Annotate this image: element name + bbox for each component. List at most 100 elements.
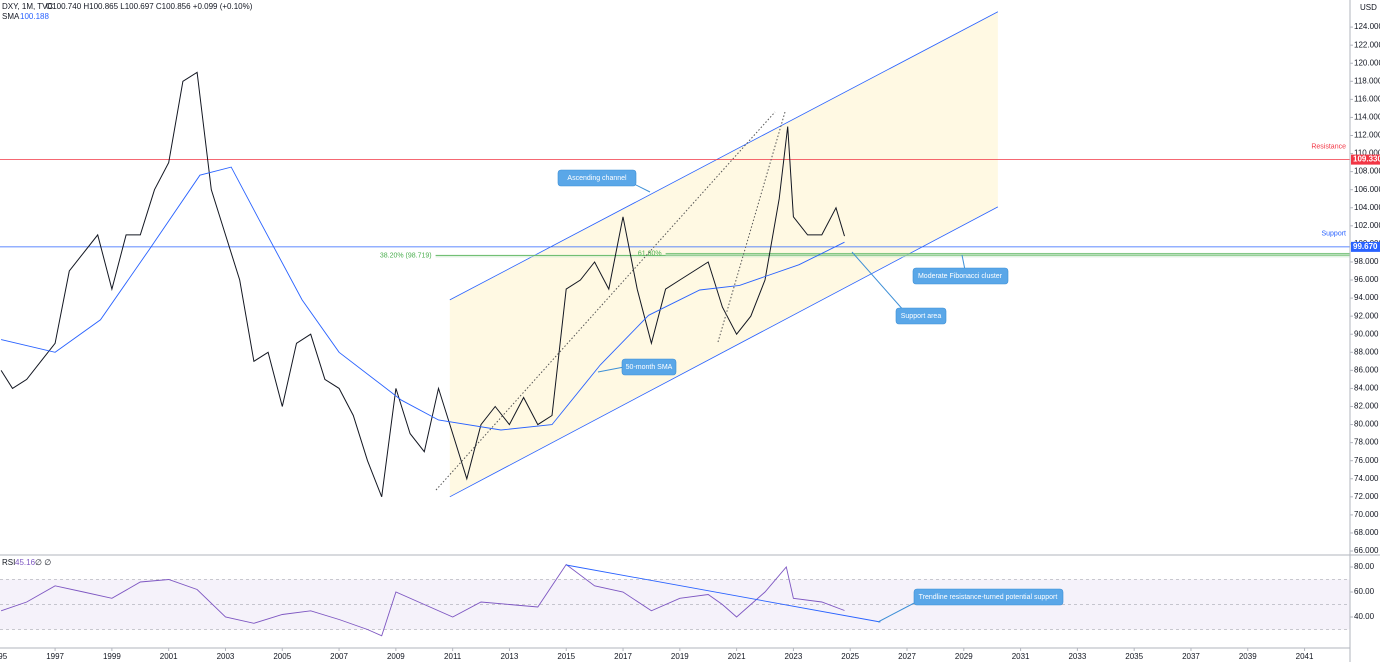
y-tick-label: 118.000 [1354, 76, 1380, 85]
x-tick-label: 2041 [1296, 652, 1314, 661]
y-tick-label: 40.00 [1354, 612, 1375, 621]
x-tick-label: 2029 [955, 652, 973, 661]
y-tick-label: 108.000 [1354, 167, 1380, 176]
callout-box [621, 358, 677, 376]
y-tick-label: 70.000 [1354, 510, 1379, 519]
series-line [0, 71, 845, 497]
x-tick-label: 2021 [728, 652, 746, 661]
fib-label: 38.20% (98.719) [380, 252, 432, 259]
y-tick-label: 92.000 [1354, 311, 1379, 320]
callout-pointer [851, 251, 906, 313]
plot-layer: 38.20% (98.719) 61.80% Resistance Support [0, 11, 1350, 637]
fib-zone [665, 252, 1350, 256]
callout-box [913, 588, 1064, 606]
callout-text: Support area [901, 313, 942, 320]
callout: Support area [851, 251, 947, 325]
x-tick-label: 2025 [841, 652, 859, 661]
x-tick-label: 2009 [387, 652, 405, 661]
y-tick-label: 124.000 [1354, 22, 1380, 31]
y-tick-label: 96.000 [1354, 275, 1379, 284]
x-tick-label: 2023 [785, 652, 803, 661]
y-tick-label: 112.000 [1354, 131, 1380, 140]
x-tick-label: 2005 [273, 652, 291, 661]
callout: Ascending channel [557, 169, 651, 193]
y-tick-label: 76.000 [1354, 456, 1379, 465]
trendline [566, 564, 881, 623]
y-tick-label: 68.000 [1354, 528, 1379, 537]
symbol: DXY, 1M, TVC [2, 2, 54, 11]
y-tick-label: 114.000 [1354, 113, 1380, 122]
callout-box [895, 307, 947, 325]
y-tick-label: 74.000 [1354, 474, 1379, 483]
y-tick-label: 98.000 [1354, 257, 1379, 266]
sma-value: 100.188 [20, 12, 49, 21]
x-tick-label: 2017 [614, 652, 632, 661]
x-tick-label: 2003 [217, 652, 235, 661]
y-tick-label: 78.000 [1354, 438, 1379, 447]
callout-text: 50-month SMA [626, 364, 673, 371]
price-label-box [1351, 241, 1380, 252]
y-tick-label: 110.000 [1354, 149, 1380, 158]
y-tick-label: 86.000 [1354, 365, 1379, 374]
series-line [0, 166, 845, 431]
y-tick-label: 80.000 [1354, 420, 1379, 429]
horizontal-line-label: Support [1321, 231, 1346, 238]
rsi-value: 45.16 [15, 558, 36, 567]
x-tick-label: 2037 [1182, 652, 1200, 661]
callout-text: Moderate Fibonacci cluster [918, 273, 1003, 280]
callout-pointer [877, 599, 921, 623]
x-tick-label: 1997 [46, 652, 64, 661]
currency: USD [1360, 3, 1377, 12]
x-tick-label: 2013 [501, 652, 519, 661]
fib-guide [435, 111, 776, 491]
y-tick-label: 82.000 [1354, 402, 1379, 411]
rsi-label: RSI [2, 558, 15, 567]
callout-pointer [597, 366, 625, 373]
x-tick-label: 2007 [330, 652, 348, 661]
callout: Moderate Fibonacci cluster [912, 254, 1009, 285]
price-label: 99.670 [1353, 242, 1378, 251]
rsi-extra: ∅ ∅ [35, 558, 51, 567]
x-tick-label: 1995 [0, 652, 8, 661]
fib-zone [435, 254, 1350, 258]
y-tick-label: 122.000 [1354, 40, 1380, 49]
x-tick-label: 2031 [1012, 652, 1030, 661]
y-tick-label: 80.00 [1354, 562, 1375, 571]
fib-label: 61.80% [638, 251, 662, 258]
x-tick-label: 1999 [103, 652, 121, 661]
x-tick-label: 2035 [1125, 652, 1143, 661]
callout-text: Trendline resistance-turned potential su… [919, 594, 1058, 601]
price-label-box [1351, 154, 1380, 165]
y-tick-label: 72.000 [1354, 492, 1379, 501]
y-tick-label: 120.000 [1354, 58, 1380, 67]
callout-pointer [961, 254, 966, 271]
y-tick-label: 102.000 [1354, 221, 1380, 230]
y-tick-label: 88.000 [1354, 347, 1379, 356]
fib-guide [717, 111, 786, 343]
x-tick-label: 2039 [1239, 652, 1257, 661]
y-tick-label: 116.000 [1354, 94, 1380, 103]
callout-text: Ascending channel [567, 175, 627, 182]
callout: 50-month SMA [597, 358, 677, 376]
y-tick-label: 60.00 [1354, 587, 1375, 596]
x-tick-label: 2001 [160, 652, 178, 661]
price-label: 109.330 [1353, 155, 1380, 164]
horizontal-line-label: Resistance [1311, 143, 1346, 150]
callout: Trendline resistance-turned potential su… [877, 588, 1064, 623]
series-line [0, 563, 845, 637]
y-tick-label: 106.000 [1354, 185, 1380, 194]
x-tick-label: 2033 [1068, 652, 1086, 661]
x-tick-label: 2015 [557, 652, 575, 661]
ohlc: O100.740 H100.865 L100.697 C100.856 +0.0… [46, 2, 253, 11]
y-tick-label: 104.000 [1354, 203, 1380, 212]
y-tick-label: 66.000 [1354, 546, 1379, 555]
x-tick-label: 2027 [898, 652, 916, 661]
y-tick-label: 84.000 [1354, 384, 1379, 393]
x-tick-label: 2019 [671, 652, 689, 661]
sma-label: SMA [2, 12, 20, 21]
x-tick-label: 2011 [444, 652, 462, 661]
y-tick-label: 94.000 [1354, 293, 1379, 302]
channel-line [449, 11, 999, 301]
